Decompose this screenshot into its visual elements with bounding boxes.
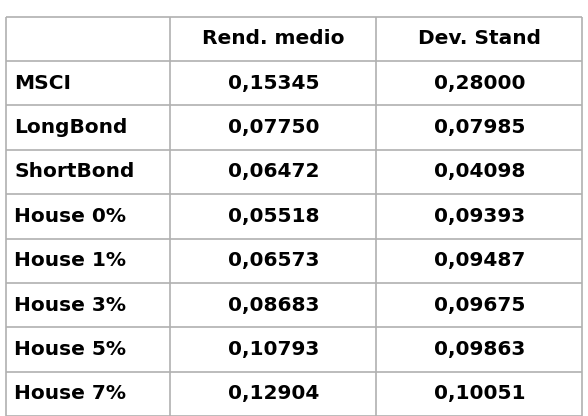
Text: 0,10793: 0,10793 bbox=[228, 340, 319, 359]
Text: House 5%: House 5% bbox=[14, 340, 126, 359]
Text: 0,09487: 0,09487 bbox=[433, 251, 525, 270]
Text: House 0%: House 0% bbox=[14, 207, 126, 226]
Text: 0,06573: 0,06573 bbox=[228, 251, 319, 270]
Text: Rend. medio: Rend. medio bbox=[202, 29, 345, 48]
Text: 0,09675: 0,09675 bbox=[433, 295, 525, 314]
Text: MSCI: MSCI bbox=[14, 74, 71, 93]
Text: 0,28000: 0,28000 bbox=[433, 74, 525, 93]
Text: 0,15345: 0,15345 bbox=[228, 74, 319, 93]
Text: House 1%: House 1% bbox=[14, 251, 126, 270]
Text: House 3%: House 3% bbox=[14, 295, 126, 314]
Text: 0,10051: 0,10051 bbox=[433, 384, 525, 404]
Text: 0,05518: 0,05518 bbox=[228, 207, 319, 226]
Text: 0,07985: 0,07985 bbox=[433, 118, 525, 137]
Text: LongBond: LongBond bbox=[14, 118, 128, 137]
Text: 0,07750: 0,07750 bbox=[228, 118, 319, 137]
Text: 0,06472: 0,06472 bbox=[228, 162, 319, 181]
Text: 0,09863: 0,09863 bbox=[433, 340, 525, 359]
Text: 0,04098: 0,04098 bbox=[433, 162, 525, 181]
Text: 0,12904: 0,12904 bbox=[228, 384, 319, 404]
Text: ShortBond: ShortBond bbox=[14, 162, 135, 181]
Text: 0,08683: 0,08683 bbox=[228, 295, 319, 314]
Text: 0,09393: 0,09393 bbox=[433, 207, 525, 226]
Text: House 7%: House 7% bbox=[14, 384, 126, 404]
Text: Dev. Stand: Dev. Stand bbox=[417, 29, 541, 48]
